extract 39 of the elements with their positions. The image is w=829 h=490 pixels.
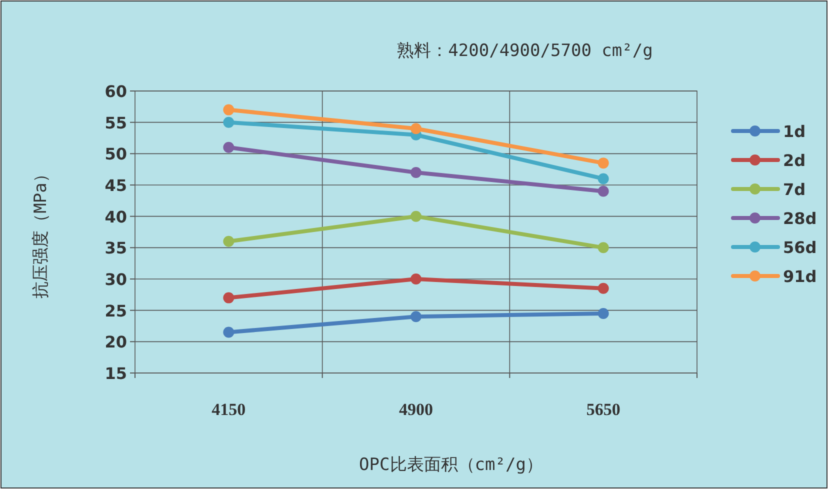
legend-label: 1d: [783, 122, 806, 141]
point: [410, 274, 422, 284]
y-tick-label: 40: [104, 207, 127, 226]
legend-label: 2d: [783, 151, 806, 170]
legend-label: 56d: [783, 238, 817, 257]
point: [223, 104, 234, 116]
y-tick-label: 35: [104, 238, 127, 258]
point: [223, 116, 234, 128]
y-tick-label: 50: [104, 144, 127, 164]
legend-label: 91d: [783, 267, 817, 286]
y-tick-label: 25: [104, 301, 127, 320]
point: [598, 242, 609, 254]
chart-title: 熟料：4200/4900/5700 cm²/g: [397, 41, 653, 61]
point: [223, 326, 234, 338]
y-tick-label: 30: [104, 270, 127, 289]
point: [598, 308, 609, 319]
x-tick-label: 4900: [399, 400, 433, 419]
point: [410, 210, 422, 222]
legend-label: 7d: [783, 180, 806, 199]
point: [223, 142, 234, 153]
y-tick-label: 45: [104, 176, 127, 195]
x-tick-label: 4150: [212, 400, 246, 419]
point: [598, 186, 609, 197]
point: [598, 282, 609, 294]
y-tick-label: 55: [104, 113, 127, 132]
legend-label: 28d: [783, 209, 817, 228]
y-tick-label: 15: [104, 364, 127, 383]
point: [410, 166, 422, 178]
y-tick-label: 20: [104, 332, 127, 352]
y-axis-title: 抗压强度（MPa）: [31, 166, 51, 298]
point: [598, 173, 609, 184]
x-tick-label: 5650: [586, 400, 620, 419]
x-axis-title: OPC比表面积（cm²/g）: [359, 455, 543, 475]
point: [598, 158, 609, 169]
point: [410, 123, 422, 134]
point: [223, 236, 234, 247]
point: [223, 292, 234, 304]
y-tick-label: 60: [104, 82, 127, 101]
point: [410, 311, 422, 322]
